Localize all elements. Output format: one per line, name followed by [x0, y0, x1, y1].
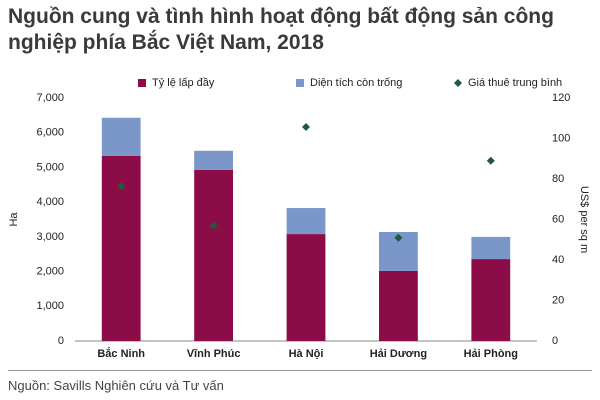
chart-title: Nguồn cung và tình hình hoạt động bất độ…	[8, 5, 554, 54]
legend-label: Diện tích còn trống	[310, 77, 402, 89]
bar	[101, 117, 141, 156]
source: Nguồn: Savills Nghiên cứu và Tư vấn	[8, 378, 224, 393]
y-tick-label: 0	[58, 335, 64, 347]
legend-marker	[296, 79, 304, 87]
bar	[194, 150, 234, 170]
bar	[194, 169, 234, 341]
y-tick-label: 5,000	[36, 161, 64, 173]
bar	[378, 270, 418, 341]
y2-tick-label: 100	[552, 132, 570, 144]
y-axis-label: Ha	[8, 212, 20, 227]
y2-axis-label: US$ per sq m	[578, 186, 590, 253]
y2-tick-label: 0	[552, 335, 558, 347]
y-tick-label: 3,000	[36, 231, 64, 243]
y-tick-label: 6,000	[36, 127, 64, 139]
y-tick-label: 1,000	[36, 300, 64, 312]
x-tick-label: Vĩnh Phúc	[187, 348, 241, 360]
y2-tick-label: 120	[552, 92, 570, 104]
divider	[8, 370, 592, 371]
y2-tick-label: 40	[552, 254, 564, 266]
legend-marker	[454, 79, 462, 87]
bar	[471, 236, 511, 260]
point	[394, 233, 403, 242]
legend-label: Giá thuê trung bình	[468, 77, 562, 89]
point	[209, 221, 218, 230]
legend-label: Tỷ lệ lấp đầy	[152, 77, 215, 89]
y-tick-label: 7,000	[36, 92, 64, 104]
y-tick-label: 2,000	[36, 265, 64, 277]
x-tick-label: Hà Nội	[289, 348, 324, 360]
x-tick-label: Hải Dương	[370, 348, 427, 360]
point	[302, 122, 310, 131]
point	[117, 182, 126, 191]
y2-tick-label: 80	[552, 173, 564, 185]
y2-tick-label: 60	[552, 213, 564, 225]
x-tick-label: Bắc Ninh	[97, 347, 145, 360]
x-tick-label: Hải Phòng	[464, 348, 518, 360]
bar	[286, 208, 326, 235]
bar	[286, 234, 326, 341]
legend-marker	[138, 79, 146, 87]
y2-tick-label: 20	[552, 294, 564, 306]
bar	[471, 259, 511, 341]
point	[486, 156, 495, 165]
y-tick-label: 4,000	[36, 196, 64, 208]
